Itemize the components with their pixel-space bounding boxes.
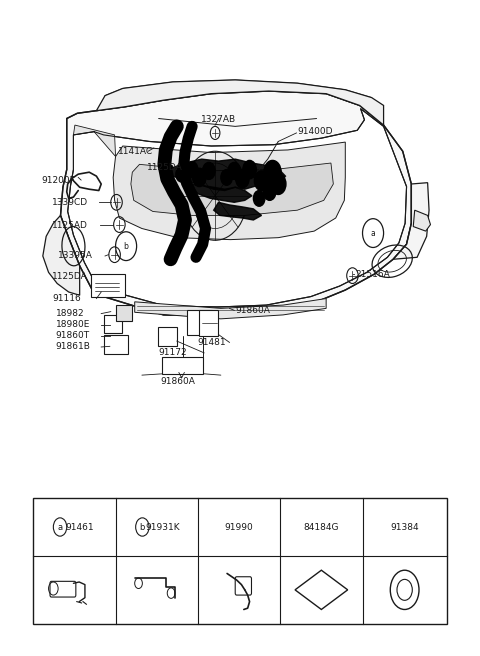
Text: 18982: 18982 xyxy=(56,309,84,318)
Text: 91116: 91116 xyxy=(52,294,81,303)
Text: 1141AC: 1141AC xyxy=(118,147,153,155)
Circle shape xyxy=(192,169,206,186)
Text: 91861B: 91861B xyxy=(56,342,91,352)
Text: 91481: 91481 xyxy=(197,338,226,347)
Text: 21516A: 21516A xyxy=(355,270,390,279)
Text: 91172: 91172 xyxy=(158,348,187,358)
Polygon shape xyxy=(131,163,333,215)
Polygon shape xyxy=(60,91,411,316)
Text: 91860A: 91860A xyxy=(235,306,270,315)
Polygon shape xyxy=(113,142,345,239)
Text: 91384: 91384 xyxy=(390,522,419,531)
Circle shape xyxy=(228,163,240,179)
Text: 84184G: 84184G xyxy=(304,522,339,531)
Text: 91860T: 91860T xyxy=(56,331,90,340)
Text: b: b xyxy=(140,522,145,531)
Text: 1125DA: 1125DA xyxy=(52,272,88,281)
Polygon shape xyxy=(190,184,252,202)
FancyBboxPatch shape xyxy=(199,310,218,336)
FancyBboxPatch shape xyxy=(104,335,128,354)
Polygon shape xyxy=(393,182,429,259)
Text: 91931K: 91931K xyxy=(145,522,180,531)
Text: 1327AB: 1327AB xyxy=(201,115,236,125)
Polygon shape xyxy=(295,570,348,609)
Text: 91200F: 91200F xyxy=(41,176,75,184)
FancyBboxPatch shape xyxy=(235,577,252,595)
FancyBboxPatch shape xyxy=(116,305,132,321)
Circle shape xyxy=(221,170,232,185)
FancyBboxPatch shape xyxy=(91,274,125,297)
Circle shape xyxy=(243,161,256,178)
Text: 18980E: 18980E xyxy=(56,320,90,329)
Polygon shape xyxy=(43,215,80,295)
FancyBboxPatch shape xyxy=(157,327,177,346)
FancyBboxPatch shape xyxy=(104,315,122,333)
FancyBboxPatch shape xyxy=(33,498,447,624)
Polygon shape xyxy=(413,210,431,231)
Polygon shape xyxy=(135,298,326,319)
FancyBboxPatch shape xyxy=(162,358,203,374)
Polygon shape xyxy=(73,125,116,157)
Circle shape xyxy=(254,171,269,190)
Text: a: a xyxy=(371,228,375,237)
Text: a: a xyxy=(58,522,62,531)
Circle shape xyxy=(271,173,286,194)
Circle shape xyxy=(236,170,249,188)
Text: 91400D: 91400D xyxy=(298,127,333,136)
Text: 1125DA: 1125DA xyxy=(147,163,182,172)
Polygon shape xyxy=(214,202,262,220)
Circle shape xyxy=(186,162,198,177)
FancyBboxPatch shape xyxy=(187,310,212,335)
Text: 13395A: 13395A xyxy=(58,251,93,260)
FancyBboxPatch shape xyxy=(50,581,76,597)
Polygon shape xyxy=(162,159,286,190)
Text: 91990: 91990 xyxy=(225,522,253,531)
Circle shape xyxy=(264,183,276,200)
Text: 91461: 91461 xyxy=(66,522,95,531)
Circle shape xyxy=(264,161,281,184)
Polygon shape xyxy=(96,80,384,125)
Circle shape xyxy=(253,190,265,206)
Circle shape xyxy=(176,167,187,182)
Text: b: b xyxy=(124,241,129,251)
Text: 1339CD: 1339CD xyxy=(52,198,88,207)
Polygon shape xyxy=(68,109,407,307)
Text: 1125AD: 1125AD xyxy=(52,220,88,230)
Text: 91860A: 91860A xyxy=(160,377,195,386)
Circle shape xyxy=(203,163,215,179)
